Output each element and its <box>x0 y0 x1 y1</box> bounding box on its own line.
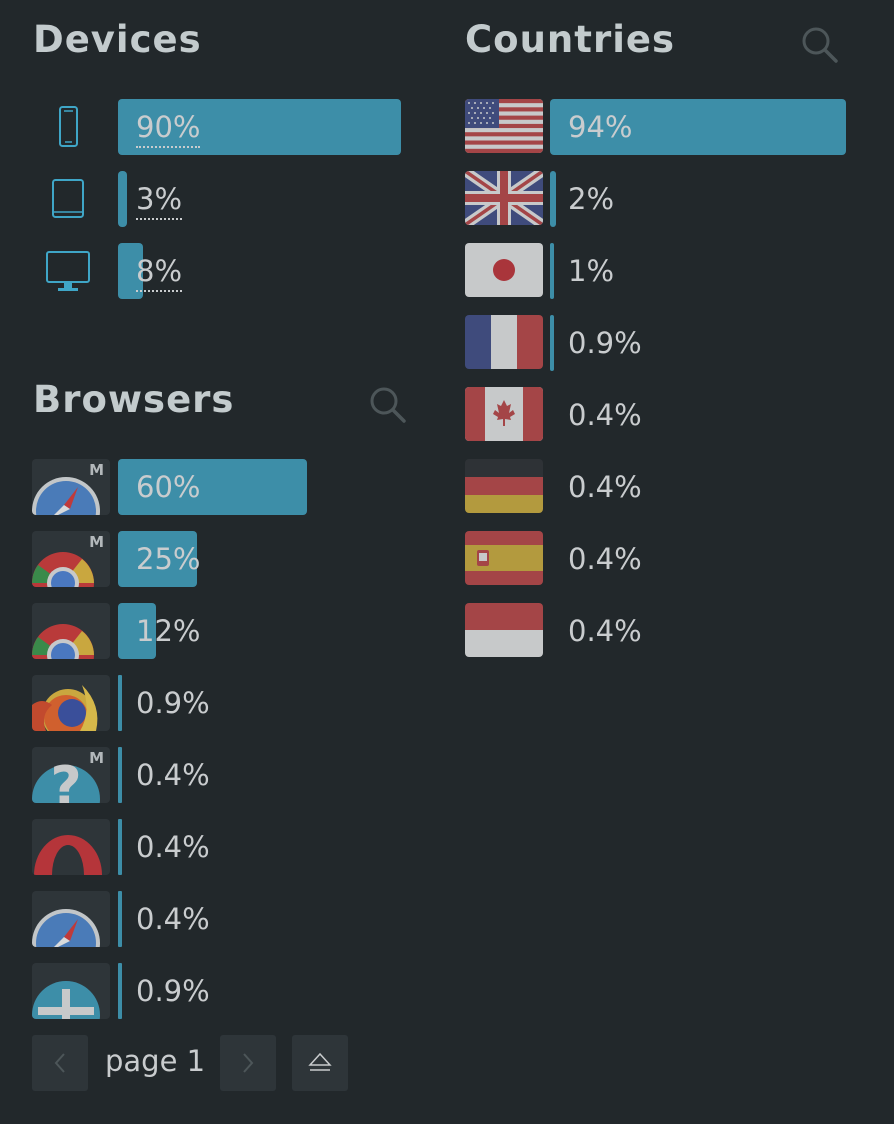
plus-browser-icon <box>32 963 110 1019</box>
unknown-browser-icon: ? M <box>32 747 110 803</box>
mobile-badge: M <box>89 533 104 551</box>
browser-share-bar <box>118 675 122 731</box>
browser-percent: 0.4% <box>136 902 210 936</box>
countries-title: Countries <box>465 18 675 61</box>
browser-share-bar <box>118 531 197 587</box>
country-row[interactable]: 0.4% <box>465 531 847 587</box>
browser-row[interactable]: ? M 0.4% <box>32 747 414 803</box>
country-row[interactable]: 1% <box>465 243 847 299</box>
next-page-button[interactable] <box>220 1035 276 1091</box>
chevron-left-icon <box>50 1051 70 1075</box>
tablet-icon <box>48 171 88 227</box>
country-share-bar <box>550 99 846 155</box>
firefox-icon <box>32 675 110 731</box>
country-percent: 2% <box>568 182 615 216</box>
country-percent: 0.4% <box>568 398 642 432</box>
country-percent: 1% <box>568 254 615 288</box>
browser-share-bar <box>118 819 122 875</box>
browser-percent: 60% <box>136 470 201 504</box>
browser-share-bar <box>118 459 307 515</box>
country-row[interactable]: 0.4% <box>465 387 847 443</box>
country-percent: 0.4% <box>568 614 642 648</box>
browser-share-bar <box>118 891 122 947</box>
browser-percent: 0.4% <box>136 830 210 864</box>
country-row[interactable]: 0.4% <box>465 459 847 515</box>
device-percent[interactable]: 90% <box>136 99 201 155</box>
country-percent: 0.9% <box>568 326 642 360</box>
browser-share-bar <box>118 747 122 803</box>
device-row-desktop[interactable]: 8% <box>40 243 414 299</box>
browser-percent: 0.9% <box>136 686 210 720</box>
mobile-badge: M <box>89 461 104 479</box>
spain-flag-icon <box>465 531 543 585</box>
browser-row[interactable]: 0.4% <box>32 891 414 947</box>
safari-icon: M <box>32 459 110 515</box>
browser-row[interactable]: 12% <box>32 603 414 659</box>
country-percent: 0.4% <box>568 542 642 576</box>
country-row[interactable]: 2% <box>465 171 847 227</box>
eject-icon <box>307 1051 333 1075</box>
japan-flag-icon <box>465 243 543 297</box>
browser-row[interactable]: 0.4% <box>32 819 414 875</box>
devices-title: Devices <box>33 18 202 61</box>
browser-percent: 0.4% <box>136 758 210 792</box>
browsers-title: Browsers <box>33 378 235 421</box>
country-row[interactable]: 94% <box>465 99 847 155</box>
device-percent[interactable]: 8% <box>136 243 183 299</box>
browser-row[interactable]: M 60% <box>32 459 414 515</box>
chrome-icon: M <box>32 531 110 587</box>
france-flag-icon <box>465 315 543 369</box>
chrome-icon <box>32 603 110 659</box>
device-share-bar <box>118 243 144 299</box>
device-row-tablet[interactable]: 3% <box>40 171 414 227</box>
browser-row[interactable]: M 25% <box>32 531 414 587</box>
chevron-right-icon <box>238 1051 258 1075</box>
country-row[interactable]: 0.9% <box>465 315 847 371</box>
country-share-bar <box>550 171 557 227</box>
country-row[interactable]: 0.4% <box>465 603 847 659</box>
device-percent[interactable]: 3% <box>136 171 183 227</box>
prev-page-button[interactable] <box>32 1035 88 1091</box>
search-icon[interactable] <box>367 384 409 426</box>
country-share-bar <box>550 243 554 299</box>
collapse-button[interactable] <box>292 1035 348 1091</box>
browser-share-bar <box>118 963 122 1019</box>
mobile-badge: M <box>89 749 104 767</box>
phone-icon <box>48 99 88 155</box>
uk-flag-icon <box>465 171 543 225</box>
device-share-bar <box>118 171 128 227</box>
device-share-bar <box>118 99 402 155</box>
search-icon[interactable] <box>799 24 841 66</box>
country-percent: 94% <box>568 110 633 144</box>
browser-percent: 0.9% <box>136 974 210 1008</box>
device-row-phone[interactable]: 90% <box>40 99 414 155</box>
desktop-icon <box>44 243 92 299</box>
safari-icon <box>32 891 110 947</box>
svg-text:?: ? <box>50 755 81 803</box>
country-share-bar <box>550 315 554 371</box>
browser-share-bar <box>118 603 156 659</box>
country-percent: 0.4% <box>568 470 642 504</box>
browser-percent: 12% <box>136 614 201 648</box>
browser-row[interactable]: 0.9% <box>32 963 414 1019</box>
germany-flag-icon <box>465 459 543 513</box>
browser-row[interactable]: 0.9% <box>32 675 414 731</box>
browser-percent: 25% <box>136 542 201 576</box>
opera-icon <box>32 819 110 875</box>
indonesia-flag-icon <box>465 603 543 657</box>
canada-flag-icon <box>465 387 543 441</box>
usa-flag-icon <box>465 99 543 153</box>
page-indicator: page 1 <box>105 1044 206 1078</box>
